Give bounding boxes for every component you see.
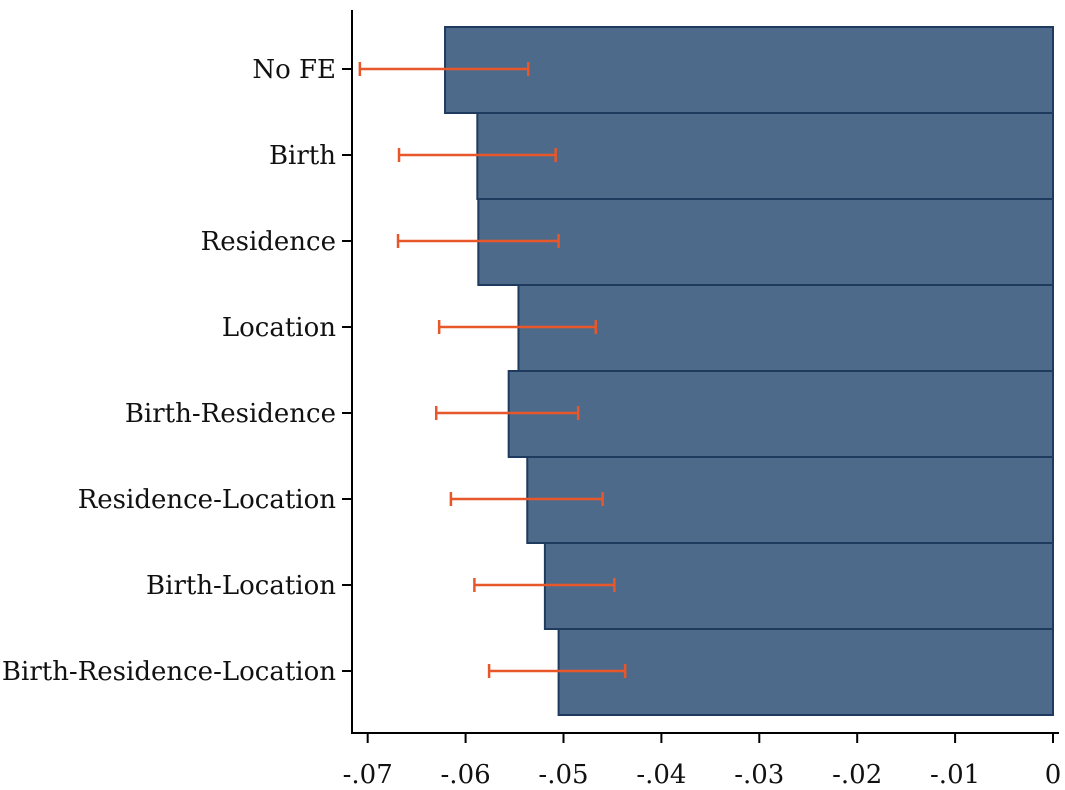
bars-layer	[444, 26, 1055, 716]
x-tick-label-6: -.01	[930, 760, 980, 790]
x-tick-label-0: -.07	[343, 760, 393, 790]
bar-3	[517, 284, 1054, 372]
bar-5	[526, 456, 1054, 544]
category-label-4: Birth-Residence	[125, 399, 336, 429]
bar-6	[543, 542, 1054, 630]
bar-7	[557, 628, 1055, 716]
x-tick-label-3: -.04	[636, 760, 686, 790]
x-tick-label-1: -.06	[441, 760, 491, 790]
bar-2	[477, 198, 1054, 286]
x-tick-label-4: -.03	[734, 760, 784, 790]
bar-4	[507, 370, 1055, 458]
category-label-1: Birth	[269, 141, 336, 171]
category-label-5: Residence-Location	[78, 485, 337, 515]
axes-layer	[342, 10, 1059, 743]
x-tick-label-5: -.02	[832, 760, 882, 790]
category-label-7: Birth-Residence-Location	[2, 657, 336, 687]
x-tick-label-7: 0	[1045, 760, 1062, 790]
category-label-3: Location	[222, 313, 336, 343]
bar-1	[476, 112, 1054, 200]
x-tick-label-2: -.05	[538, 760, 588, 790]
category-label-0: No FE	[252, 55, 336, 85]
bar-0	[444, 26, 1055, 114]
error-bars-layer	[358, 62, 627, 678]
category-label-6: Birth-Location	[146, 571, 336, 601]
category-label-2: Residence	[201, 227, 336, 257]
labels-layer: No FE Birth Residence Location Birth-Residen…	[2, 55, 1061, 790]
